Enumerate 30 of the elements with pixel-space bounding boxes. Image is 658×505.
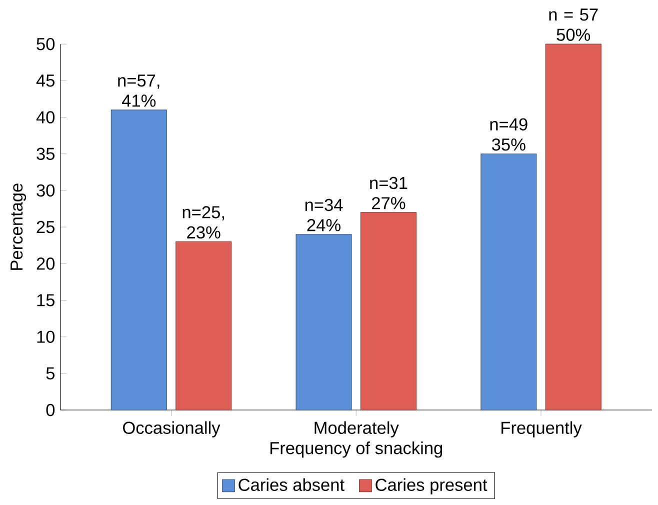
y-tick-label: 10 (37, 330, 55, 344)
y-tick-label: 40 (36, 111, 55, 124)
bar (296, 234, 352, 410)
legend-label: Caries present (376, 478, 488, 495)
y-tick-label: 0 (46, 404, 55, 416)
bar (360, 212, 417, 410)
y-tick-label: 15 (37, 294, 54, 306)
x-tick-label: Frequently (502, 421, 582, 438)
data-label: n=34 24% (305, 198, 343, 232)
x-tick-label: Moderately (314, 421, 399, 438)
data-label: n=31 27% (370, 176, 408, 210)
y-tick-label: 30 (36, 184, 55, 197)
data-label: n=49 35% (490, 118, 528, 151)
y-axis-title: Percentage (10, 184, 26, 270)
data-label: n=57, 41% (118, 74, 160, 107)
data-label: n = 57 50% (549, 8, 598, 41)
bar (176, 241, 232, 410)
bar (480, 154, 537, 410)
bar (110, 110, 167, 410)
legend-label: Caries absent (238, 478, 344, 492)
y-tick-label: 25 (36, 221, 54, 234)
x-tick-label: Occasionally (123, 421, 220, 438)
y-tick-label: 50 (36, 38, 55, 50)
bar (545, 44, 602, 410)
y-tick-label: 45 (36, 74, 54, 87)
y-tick-label: 5 (46, 367, 54, 380)
y-tick-label: 20 (36, 258, 55, 270)
data-label: n=25, 23% (182, 206, 224, 239)
x-axis-title: Frequency of snacking (270, 442, 442, 458)
y-tick-label: 35 (36, 148, 54, 160)
